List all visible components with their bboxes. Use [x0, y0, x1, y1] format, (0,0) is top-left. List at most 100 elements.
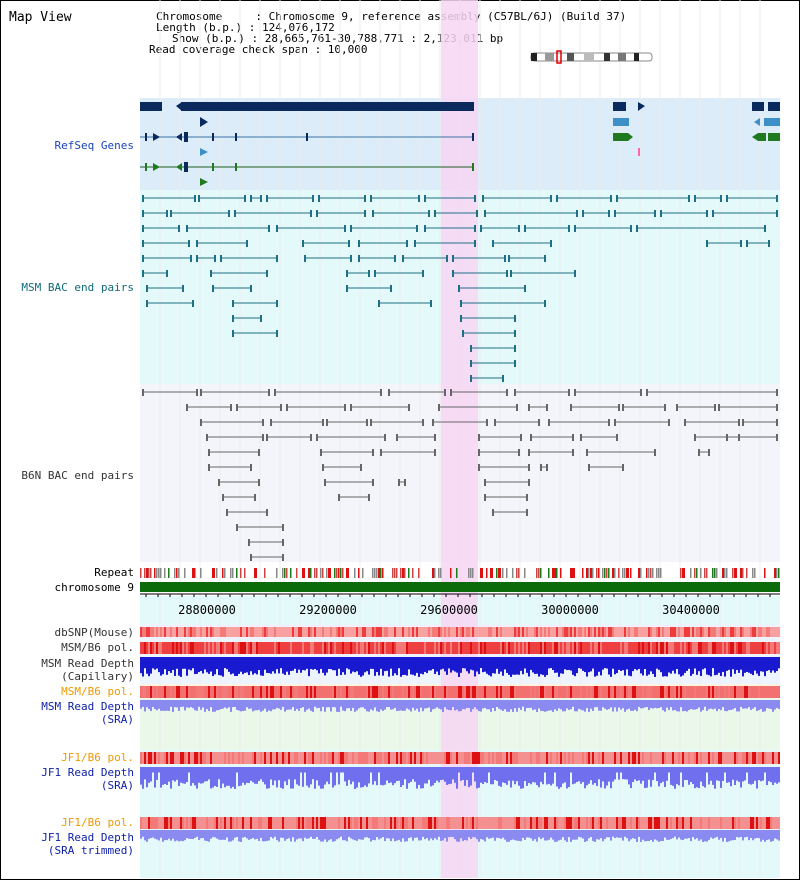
- polymorphism-tracks[interactable]: [140, 627, 780, 829]
- read-depth-bar: [524, 657, 526, 669]
- polymorphism-cell: [262, 686, 264, 698]
- read-depth-bar: [636, 767, 638, 781]
- polymorphism-cell: [664, 686, 666, 698]
- polymorphism-cell: [290, 752, 292, 764]
- read-depth-bar: [392, 700, 394, 710]
- read-depth-bar: [300, 700, 302, 709]
- polymorphism-cell: [630, 817, 632, 829]
- polymorphism-cell: [312, 752, 314, 764]
- read-depth-bar: [714, 830, 716, 838]
- polymorphism-cell: [452, 752, 454, 764]
- read-depth-bar: [606, 657, 608, 669]
- b6n-bac-pair-end: [528, 404, 530, 411]
- read-depth-bar: [238, 700, 240, 711]
- refseq-genes[interactable]: [140, 102, 780, 186]
- polymorphism-cell: [184, 752, 186, 764]
- highlight-region[interactable]: [441, 0, 478, 878]
- polymorphism-cell: [668, 642, 670, 654]
- read-depth-bar: [278, 767, 280, 781]
- polymorphism-cell: [692, 752, 694, 764]
- msm-bac-pair-end: [428, 210, 430, 217]
- polymorphism-cell: [522, 627, 524, 637]
- gene-block[interactable]: [752, 102, 764, 111]
- read-depth-bar: [778, 767, 780, 783]
- gene-block[interactable]: [613, 133, 628, 141]
- polymorphism-cell: [218, 817, 220, 829]
- read-depth-bar: [740, 700, 742, 707]
- repeat-feature: [630, 568, 632, 578]
- read-depth-bar: [430, 767, 432, 787]
- gene-block[interactable]: [768, 133, 780, 141]
- read-depth-bar: [750, 767, 752, 785]
- read-depth-bar: [618, 700, 620, 708]
- polymorphism-cell: [440, 642, 442, 654]
- polymorphism-cell: [518, 642, 520, 654]
- read-depth-bar: [308, 767, 310, 788]
- b6n-bac-pair-end: [142, 389, 144, 396]
- polymorphism-cell: [708, 627, 710, 637]
- polymorphism-cell: [254, 627, 256, 637]
- gene-block[interactable]: [768, 102, 780, 111]
- polymorphism-cell: [470, 627, 472, 637]
- polymorphism-cell: [614, 752, 616, 764]
- read-depth-bar: [140, 767, 142, 785]
- repeat-track[interactable]: [140, 568, 780, 578]
- read-depth-bar: [204, 700, 206, 712]
- polymorphism-cell: [748, 752, 750, 764]
- gene-block[interactable]: [764, 118, 780, 126]
- polymorphism-cell: [702, 752, 704, 764]
- polymorphism-cell: [232, 752, 234, 764]
- gene-block[interactable]: [140, 102, 162, 111]
- polymorphism-cell: [752, 627, 754, 637]
- polymorphism-cell: [432, 752, 434, 764]
- polymorphism-cell: [582, 627, 584, 637]
- repeat-feature: [254, 568, 257, 578]
- polymorphism-cell: [686, 817, 688, 829]
- read-depth-bar: [422, 830, 424, 837]
- polymorphism-cell: [450, 642, 452, 654]
- repeat-feature: [156, 568, 158, 578]
- polymorphism-cell: [386, 642, 388, 654]
- b6n-bac-pairs[interactable]: [142, 389, 778, 561]
- read-depth-bar: [416, 767, 418, 789]
- read-depth-bar: [178, 767, 180, 786]
- read-depth-bar: [540, 657, 542, 675]
- read-depth-bar: [406, 657, 408, 676]
- msm-bac-pair-end: [198, 195, 200, 202]
- read-depth-bar: [306, 767, 308, 786]
- b6n-bac-pair-end: [540, 464, 542, 471]
- polymorphism-cell: [768, 627, 770, 637]
- read-depth-tracks[interactable]: [140, 657, 780, 842]
- polymorphism-cell: [644, 752, 646, 764]
- polymorphism-cell: [438, 627, 440, 637]
- read-depth-bar: [498, 830, 500, 839]
- polymorphism-cell: [448, 642, 450, 654]
- polymorphism-cell: [476, 627, 478, 637]
- gene-block[interactable]: [613, 102, 626, 111]
- read-depth-bar: [476, 830, 478, 840]
- gene-block[interactable]: [758, 133, 766, 141]
- gene-block[interactable]: [181, 102, 474, 111]
- polymorphism-cell: [160, 752, 162, 764]
- msm-bac-pair-end: [660, 210, 662, 217]
- axis-tick-label: 30400000: [662, 603, 720, 617]
- chromosome-ideogram[interactable]: [530, 50, 653, 64]
- msm-bac-pairs[interactable]: [142, 195, 778, 382]
- polymorphism-cell: [772, 686, 774, 698]
- read-depth-bar: [326, 830, 328, 842]
- repeat-feature: [184, 568, 186, 578]
- read-depth-bar: [640, 700, 642, 709]
- msm-bac-pair-end: [142, 255, 144, 262]
- polymorphism-cell: [602, 817, 604, 829]
- chromosome-bar[interactable]: [140, 582, 780, 592]
- polymorphism-cell: [700, 686, 702, 698]
- polymorphism-cell: [676, 686, 678, 698]
- read-depth-bar: [408, 657, 410, 670]
- polymorphism-cell: [234, 642, 236, 654]
- polymorphism-cell: [686, 642, 688, 654]
- read-depth-bar: [304, 767, 306, 773]
- gene-block[interactable]: [613, 118, 629, 126]
- polymorphism-cell: [284, 686, 286, 698]
- polymorphism-cell: [764, 686, 766, 698]
